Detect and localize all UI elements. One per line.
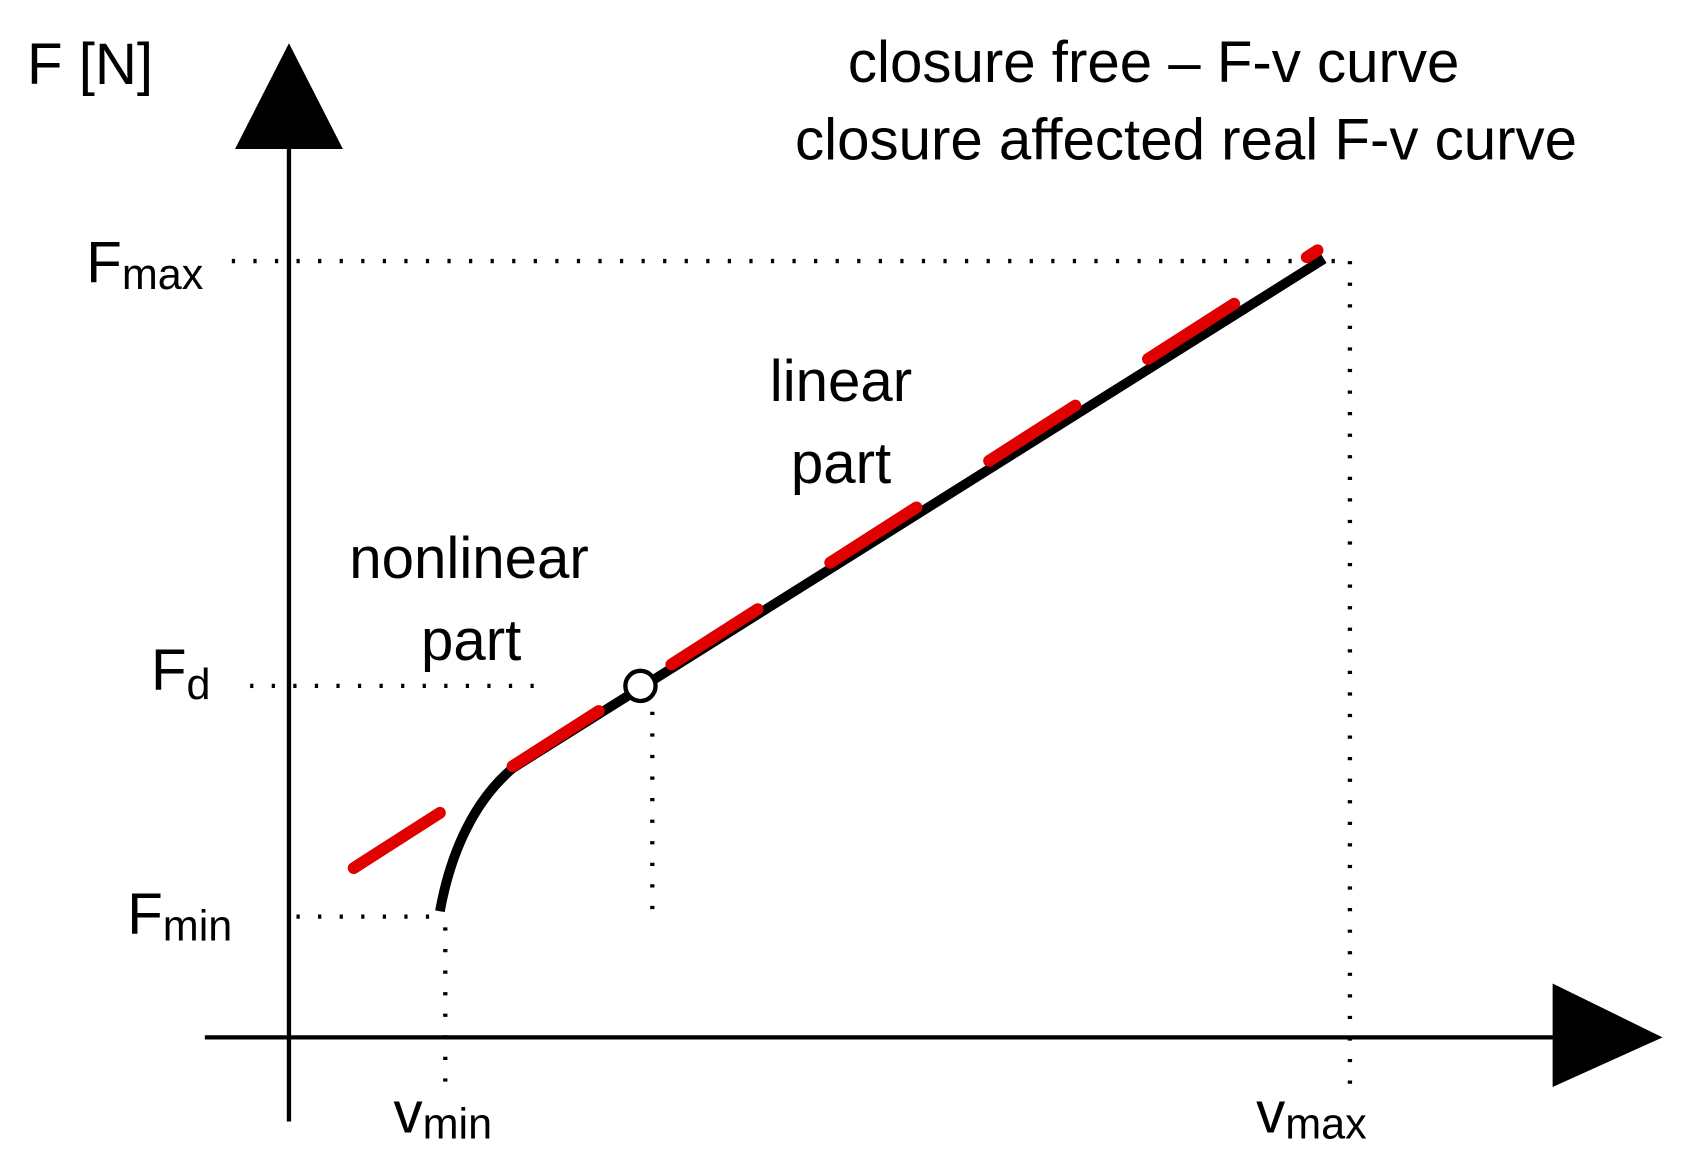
label-part: F bbox=[151, 638, 187, 703]
y-tick-label: Fmax bbox=[86, 231, 203, 299]
closure-free-curve bbox=[347, 244, 1324, 875]
y-tick-label: Fd bbox=[151, 638, 211, 709]
label-part: v bbox=[394, 1080, 423, 1145]
legend-entry: closure free – F-v curve bbox=[848, 30, 1460, 95]
label-part: max bbox=[122, 251, 204, 299]
legend-entry: closure affected real F-v curve bbox=[795, 108, 1577, 173]
label-part: v bbox=[1256, 1080, 1285, 1145]
label-part: min bbox=[163, 902, 232, 950]
x-tick-label: vmin bbox=[394, 1080, 493, 1148]
y-axis-label: F [N] bbox=[27, 32, 153, 97]
x-tick-label: vmax bbox=[1256, 1080, 1367, 1148]
label-part: max bbox=[1285, 1101, 1367, 1149]
label-part: F bbox=[86, 231, 122, 296]
y-axis-arrow bbox=[235, 43, 343, 149]
label-part: d bbox=[187, 661, 211, 709]
transition-point bbox=[623, 668, 658, 704]
annotation: part bbox=[791, 431, 891, 496]
x-axis-arrow bbox=[1552, 983, 1663, 1087]
label-part: min bbox=[423, 1101, 492, 1149]
annotation: nonlinear bbox=[349, 526, 589, 591]
annotation: part bbox=[421, 608, 521, 673]
real-curve bbox=[435, 254, 1327, 913]
annotation: linear bbox=[770, 349, 912, 414]
label-part: F bbox=[127, 882, 163, 947]
y-tick-label: Fmin bbox=[127, 882, 232, 950]
